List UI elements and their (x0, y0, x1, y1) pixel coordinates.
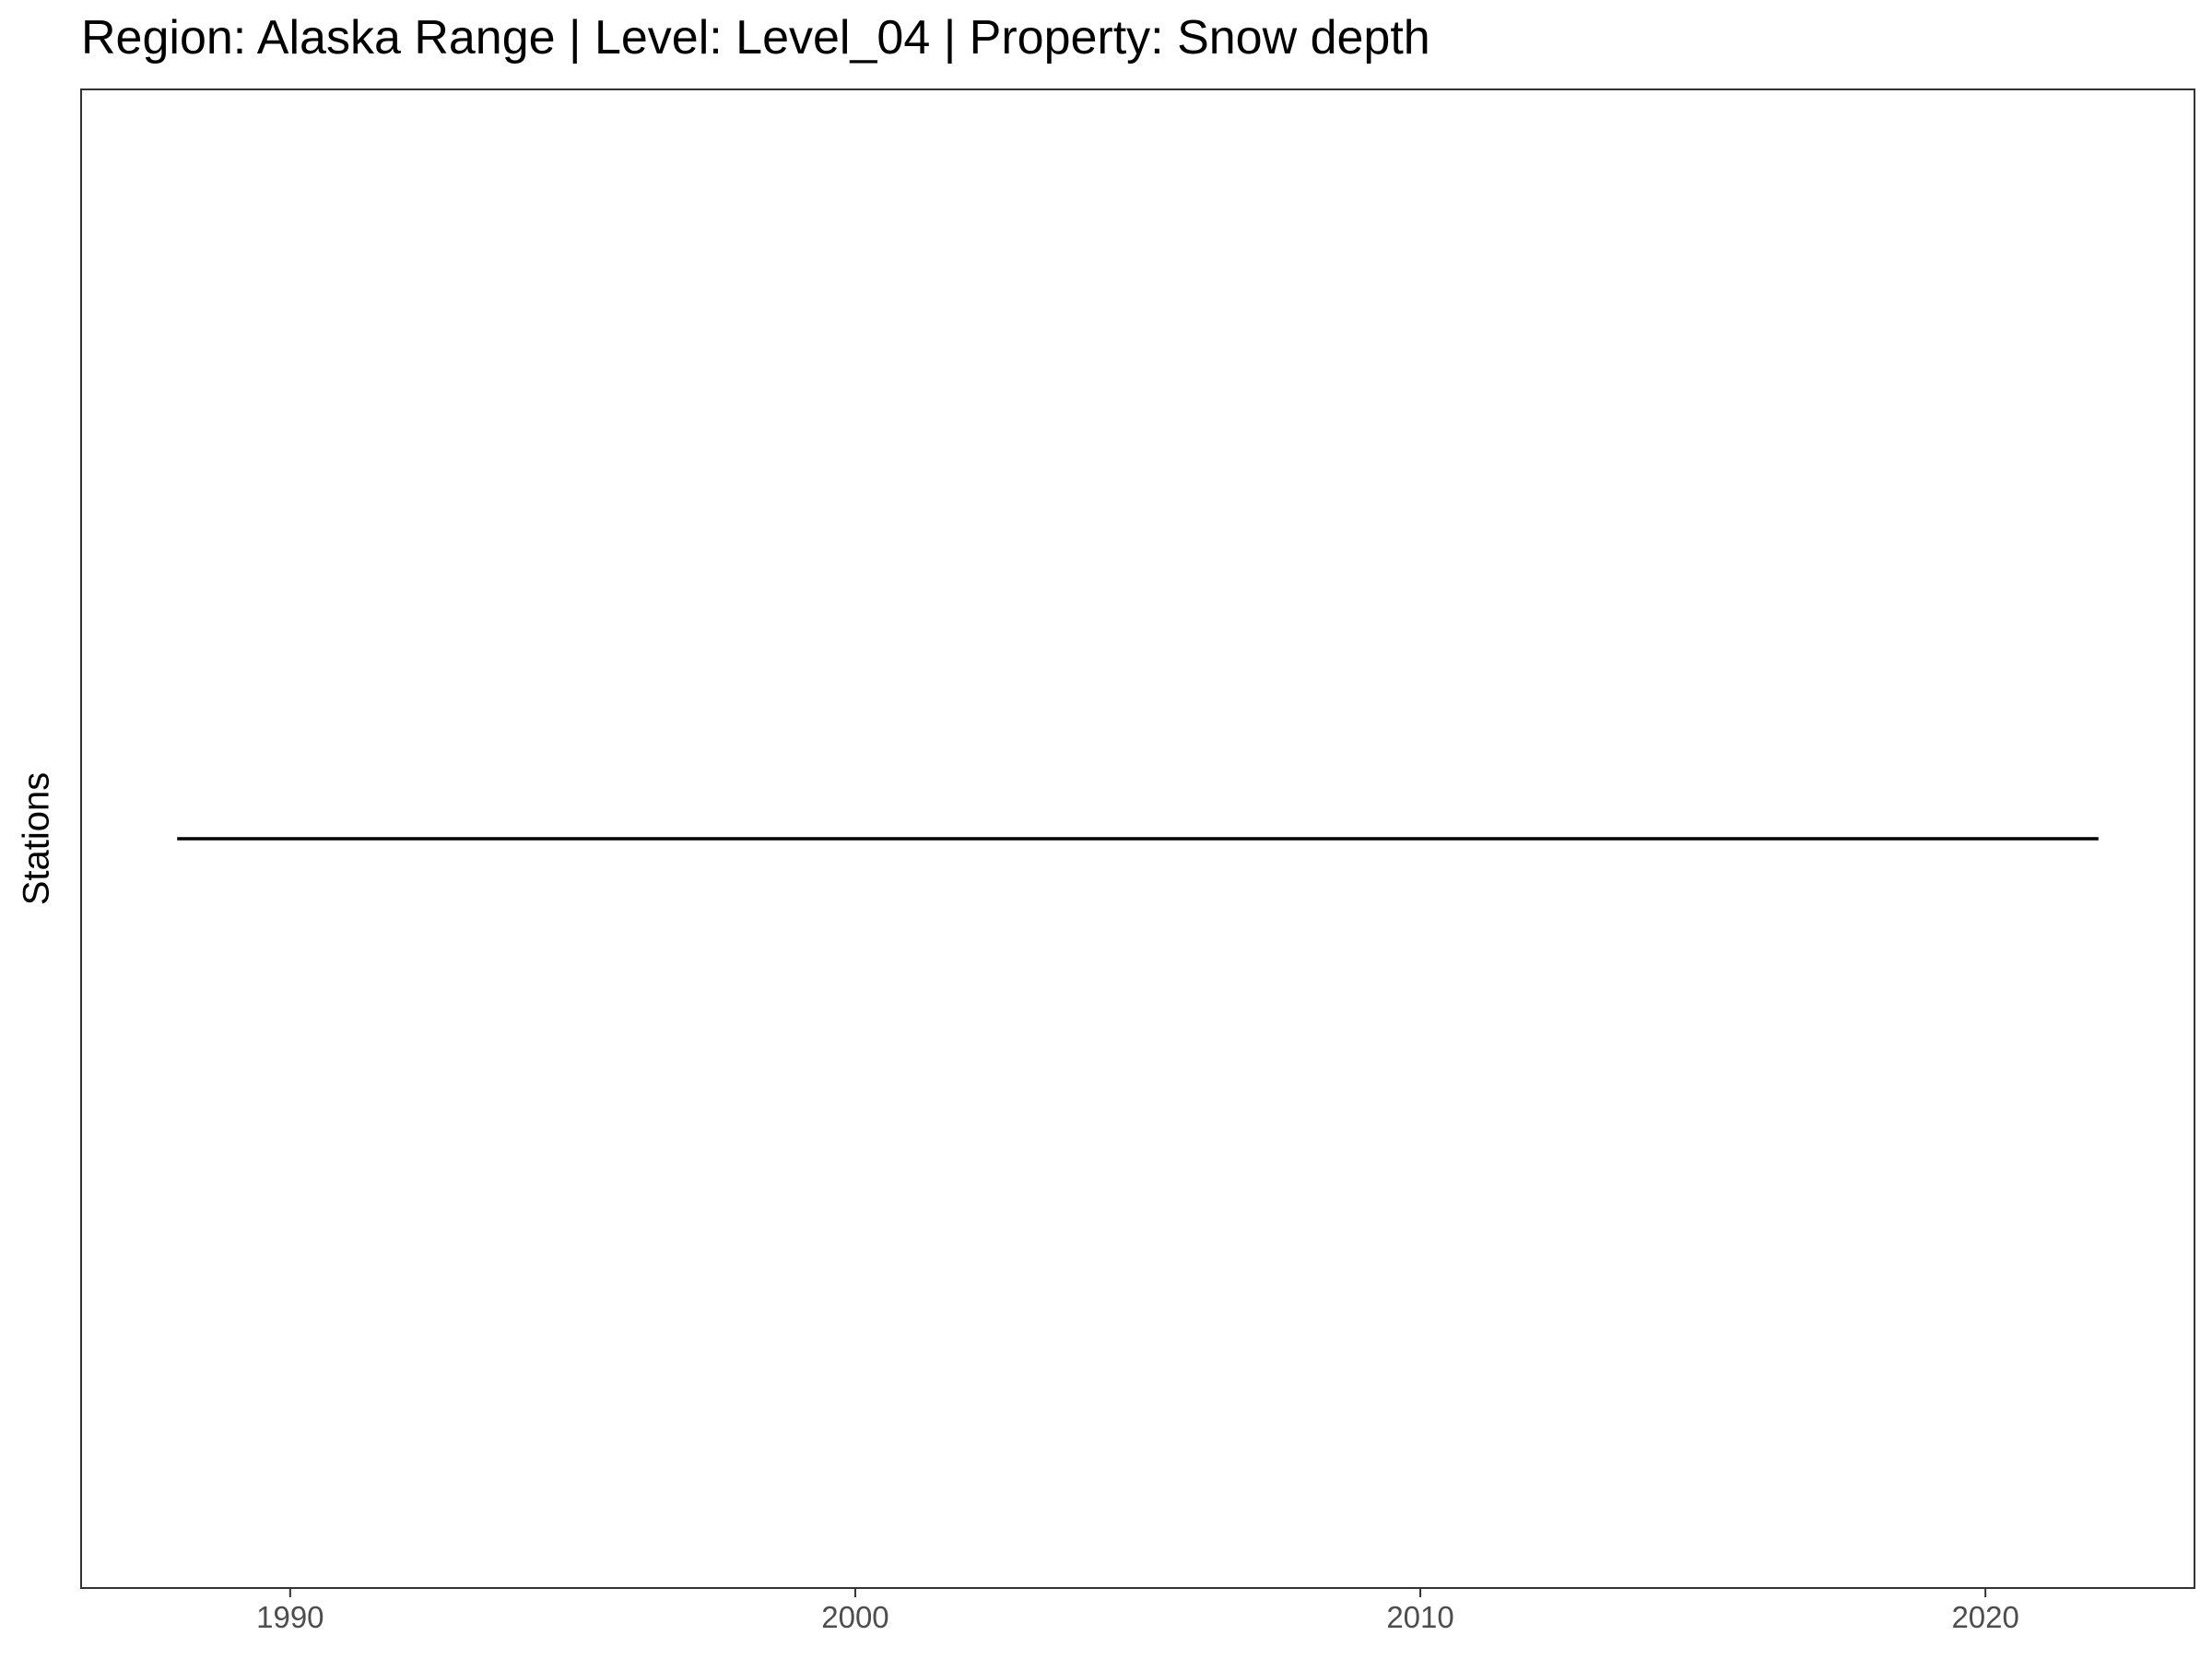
x-axis: 1990 2000 2010 2020 (256, 1588, 2019, 1634)
y-axis-title: Stations (17, 772, 57, 906)
chart-title: Region: Alaska Range | Level: Level_04 |… (81, 11, 1430, 65)
x-tick-label: 1990 (256, 1600, 324, 1634)
x-tick-label: 2010 (1386, 1600, 1453, 1634)
x-tick-label: 2000 (821, 1600, 888, 1634)
x-tick-label: 2020 (1951, 1600, 2018, 1634)
